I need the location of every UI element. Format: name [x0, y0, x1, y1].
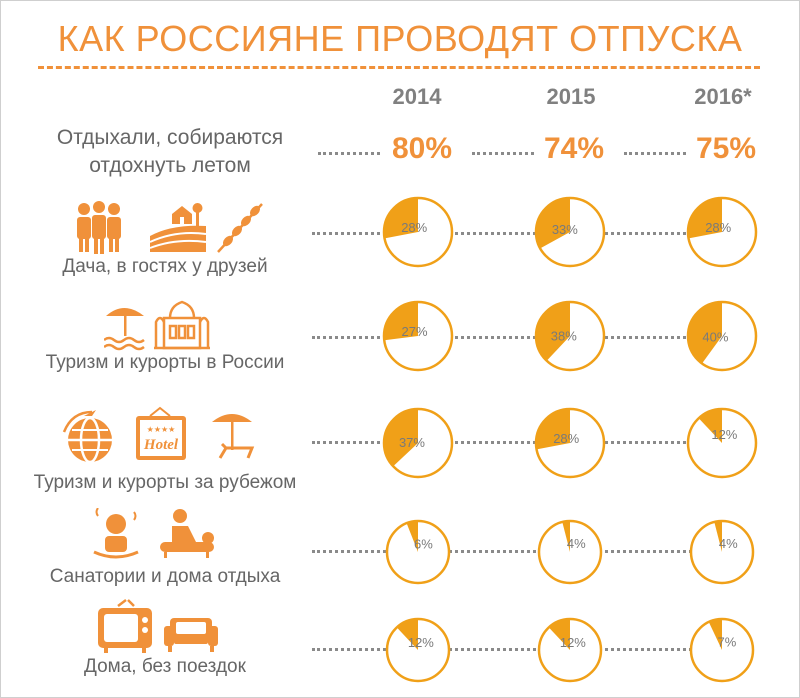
pie-5-2016: 7% [689, 617, 755, 683]
pie-slice [536, 198, 570, 249]
pie-value-label: 12% [408, 635, 434, 650]
pie-value-label: 4% [719, 536, 738, 551]
row-icons-abroad: ★★★★ Hotel [62, 406, 255, 464]
pie-slice [688, 198, 722, 239]
pie-1-2016: 28% [686, 196, 758, 268]
pie-slice [384, 198, 418, 239]
pie-value-label: 40% [702, 329, 728, 344]
year-2014-header: 2014 [392, 84, 442, 109]
armchair-icon [164, 618, 218, 652]
hotel-sign-icon: ★★★★ Hotel [136, 406, 186, 460]
pie-value-label: 33% [552, 222, 578, 237]
pie-value-label: 28% [553, 431, 579, 446]
hotel-stars: ★★★★ [147, 425, 176, 434]
pie-value-label: 28% [705, 220, 731, 235]
headline-leader-2016 [624, 152, 686, 155]
pie-value-label: 7% [718, 634, 737, 649]
pie-4-2015: 4% [537, 519, 603, 585]
headline-value-2016: 75% [695, 132, 757, 165]
pie-3-2016: 12% [686, 407, 758, 479]
pie-value-label: 6% [414, 536, 433, 551]
pie-2-2016: 40% [686, 300, 758, 372]
pie-4-2016: 4% [689, 519, 755, 585]
year-2015-header: 2015 [546, 84, 596, 109]
pie-slice [714, 521, 722, 552]
shashlik-skewers-icon [217, 203, 263, 253]
beach-umbrella-icon [104, 308, 145, 351]
hotel-text: Hotel [143, 437, 179, 453]
title-divider [38, 66, 760, 69]
globe-airplane-icon [62, 410, 112, 464]
pie-1-2015: 33% [534, 196, 606, 268]
countryside-house-icon [149, 203, 207, 252]
pie-slice [688, 302, 722, 364]
row-icons-russia [104, 300, 210, 351]
pie-value-label: 28% [401, 220, 427, 235]
pie-slice [406, 521, 418, 552]
category-label-dacha: Дача, в гостях у друзей [62, 256, 268, 277]
row-leader-abroad [312, 441, 752, 444]
headline-leader-2015 [472, 152, 534, 155]
headline-value-2014: 80% [391, 132, 453, 165]
pie-value-label: 38% [551, 328, 577, 343]
row-leader-dacha [312, 232, 752, 235]
tv-icon [98, 599, 152, 653]
pie-3-2014: 37% [382, 407, 454, 479]
pie-slice [384, 302, 418, 341]
pie-2-2014: 27% [382, 300, 454, 372]
pie-slice [698, 409, 722, 443]
row-icons-dacha [77, 201, 263, 254]
category-label-sanatorium: Санатории и дома отдыха [49, 566, 281, 587]
pie-5-2015: 12% [537, 617, 603, 683]
massage-icon [160, 509, 214, 558]
church-icon [154, 300, 210, 350]
pie-slice [536, 302, 570, 361]
pie-4-2014: 6% [385, 519, 451, 585]
pie-1-2014: 28% [382, 196, 454, 268]
category-label-abroad: Туризм и курорты за рубежом [33, 472, 297, 493]
headline-value-2015: 74% [543, 132, 605, 165]
pie-5-2014: 12% [385, 617, 451, 683]
people-icon [77, 201, 121, 254]
pie-value-label: 37% [399, 435, 425, 450]
category-label-home: Дома, без поездок [84, 656, 246, 677]
row-leader-home [312, 648, 752, 651]
row-icons-home [98, 599, 218, 653]
spa-person-icon [93, 508, 139, 559]
headline-leader-2014 [318, 152, 380, 155]
page-title: КАК РОССИЯНЕ ПРОВОДЯТ ОТПУСКА [57, 18, 743, 59]
pie-value-label: 4% [567, 536, 586, 551]
category-label-russia: Туризм и курорты в России [45, 352, 285, 373]
pie-slice [536, 409, 570, 450]
sunbed-icon [212, 414, 255, 459]
pie-slice [708, 619, 722, 650]
pie-slice [396, 619, 418, 650]
pie-3-2015: 28% [534, 407, 606, 479]
pie-value-label: 12% [711, 427, 737, 442]
pie-slice [383, 409, 418, 467]
pie-value-label: 12% [560, 635, 586, 650]
pie-slice [548, 619, 570, 650]
year-2016-header: 2016* [694, 84, 752, 109]
row-leader-russia [312, 336, 752, 339]
pie-2-2015: 38% [534, 300, 606, 372]
row-leader-sanatorium [312, 550, 752, 553]
headline-label: Отдыхали, собираются отдохнуть летом [56, 126, 284, 177]
row-icons-sanatorium [93, 508, 214, 559]
pie-value-label: 27% [402, 324, 428, 339]
pie-slice [562, 521, 570, 552]
